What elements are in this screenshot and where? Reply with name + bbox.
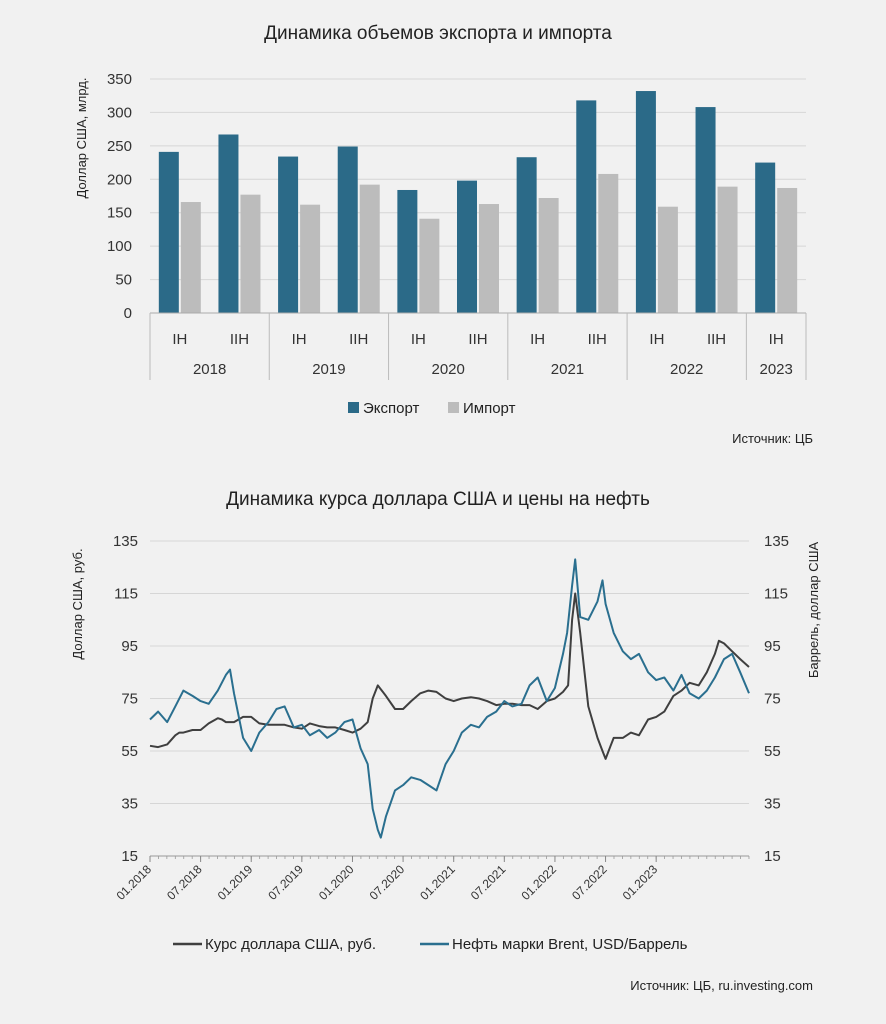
- line-y-tick-label-right: 15: [764, 848, 781, 865]
- line-chart-ylabel-right: Баррель, доллар США: [806, 542, 821, 679]
- legend-swatch-export: [348, 402, 359, 413]
- bar-y-tick-label: 150: [107, 205, 132, 222]
- bar-import: [479, 204, 499, 313]
- line-y-tick-label-left: 55: [121, 743, 138, 760]
- bar-import: [419, 218, 440, 313]
- legend-swatch-import: [448, 402, 459, 413]
- legend-label-import: Импорт: [463, 400, 516, 417]
- line-x-tick-label: 01.2020: [316, 862, 357, 903]
- line-x-tick-label: 07.2022: [569, 862, 610, 903]
- line-chart-ylabel-left: Доллар США, руб.: [70, 548, 85, 659]
- line-chart-title: Динамика курса доллара США и цены на неф…: [226, 489, 650, 510]
- bar-export: [457, 180, 477, 313]
- line-y-tick-label-left: 15: [121, 848, 138, 865]
- legend-label-export: Экспорт: [363, 400, 419, 417]
- bar-export: [755, 162, 776, 313]
- bar-import: [777, 187, 798, 313]
- line-x-tick-label: 07.2018: [164, 862, 205, 903]
- bar-import: [359, 184, 380, 313]
- bar-y-tick-label: 50: [115, 272, 132, 289]
- bar-half-year-label: IIH: [349, 331, 368, 348]
- bar-import: [717, 186, 738, 313]
- bar-y-tick-label: 300: [107, 104, 132, 121]
- line-y-tick-label-right: 135: [764, 533, 789, 550]
- line-x-tick-label: 01.2023: [620, 862, 661, 903]
- bar-half-year-label: IIH: [230, 331, 249, 348]
- bar-chart-source: Источник: ЦБ: [732, 431, 813, 446]
- bar-chart-legend: Экспорт Импорт: [348, 400, 516, 417]
- usd-brent-line-chart: Динамика курса доллара США и цены на неф…: [70, 489, 821, 993]
- line-x-tick-label: 07.2019: [265, 862, 306, 903]
- bar-half-year-label: IIH: [707, 331, 726, 348]
- line-y-tick-label-left: 135: [113, 533, 138, 550]
- bar-export: [695, 107, 716, 313]
- line-x-tick-label: 07.2021: [468, 862, 509, 903]
- brent-line: [149, 558, 750, 839]
- bar-export: [218, 134, 239, 313]
- legend-label-brent: Нефть марки Brent, USD/Баррель: [452, 936, 688, 953]
- bar-y-tick-label: 0: [124, 305, 132, 322]
- bar-half-year-label: IH: [292, 331, 307, 348]
- bar-import: [240, 194, 261, 313]
- bar-export: [337, 146, 358, 313]
- line-y-tick-label-left: 95: [121, 638, 138, 655]
- line-chart-legend: Курс доллара США, руб. Нефть марки Brent…: [173, 936, 688, 953]
- bar-chart-title: Динамика объемов экспорта и импорта: [264, 23, 612, 44]
- bar-import: [180, 202, 201, 313]
- line-y-tick-label-left: 75: [121, 691, 138, 708]
- bar-half-year-label: IIH: [588, 331, 607, 348]
- export-import-bar-chart: Динамика объемов экспорта и импорта Долл…: [74, 23, 813, 446]
- bar-y-tick-label: 350: [107, 71, 132, 88]
- bar-export: [158, 151, 179, 313]
- bar-year-label: 2023: [759, 361, 792, 378]
- bar-half-year-label: IH: [649, 331, 664, 348]
- line-x-tick-label: 01.2021: [417, 862, 458, 903]
- bar-half-year-label: IH: [411, 331, 426, 348]
- bar-import: [657, 206, 678, 313]
- bar-year-label: 2021: [551, 361, 584, 378]
- legend-label-usd: Курс доллара США, руб.: [205, 936, 376, 953]
- line-y-tick-label-right: 95: [764, 638, 781, 655]
- bar-half-year-label: IH: [172, 331, 187, 348]
- bar-year-label: 2019: [312, 361, 345, 378]
- line-x-tick-label: 01.2019: [215, 862, 256, 903]
- line-y-tick-label-right: 75: [764, 691, 781, 708]
- line-x-tick-label: 07.2020: [367, 862, 408, 903]
- bar-y-tick-label: 100: [107, 238, 132, 255]
- bar-export: [576, 100, 597, 313]
- bar-y-tick-label: 250: [107, 138, 132, 155]
- bar-year-label: 2018: [193, 361, 226, 378]
- bar-year-label: 2022: [670, 361, 703, 378]
- line-y-tick-label-left: 115: [114, 586, 138, 603]
- bar-export: [397, 189, 418, 313]
- bar-import: [598, 173, 619, 313]
- bar-import: [300, 204, 321, 313]
- bar-export: [516, 157, 537, 313]
- line-y-tick-label-right: 35: [764, 796, 781, 813]
- line-y-tick-label-right: 115: [764, 586, 788, 603]
- line-y-tick-label-left: 35: [121, 796, 138, 813]
- line-x-tick-label: 01.2022: [518, 862, 559, 903]
- usd-rub-line: [149, 592, 750, 760]
- bar-chart-ylabel: Доллар США, млрд.: [74, 78, 89, 199]
- bar-half-year-label: IH: [530, 331, 545, 348]
- line-y-tick-label-right: 55: [764, 743, 781, 760]
- bar-year-label: 2020: [431, 361, 464, 378]
- line-x-tick-label: 01.2018: [114, 862, 155, 903]
- bar-y-tick-label: 200: [107, 171, 132, 188]
- bar-export: [278, 156, 299, 313]
- bar-export: [635, 91, 656, 313]
- line-chart-source: Источник: ЦБ, ru.investing.com: [630, 978, 813, 993]
- bar-import: [538, 198, 559, 313]
- bar-half-year-label: IIH: [468, 331, 487, 348]
- bar-half-year-label: IH: [769, 331, 784, 348]
